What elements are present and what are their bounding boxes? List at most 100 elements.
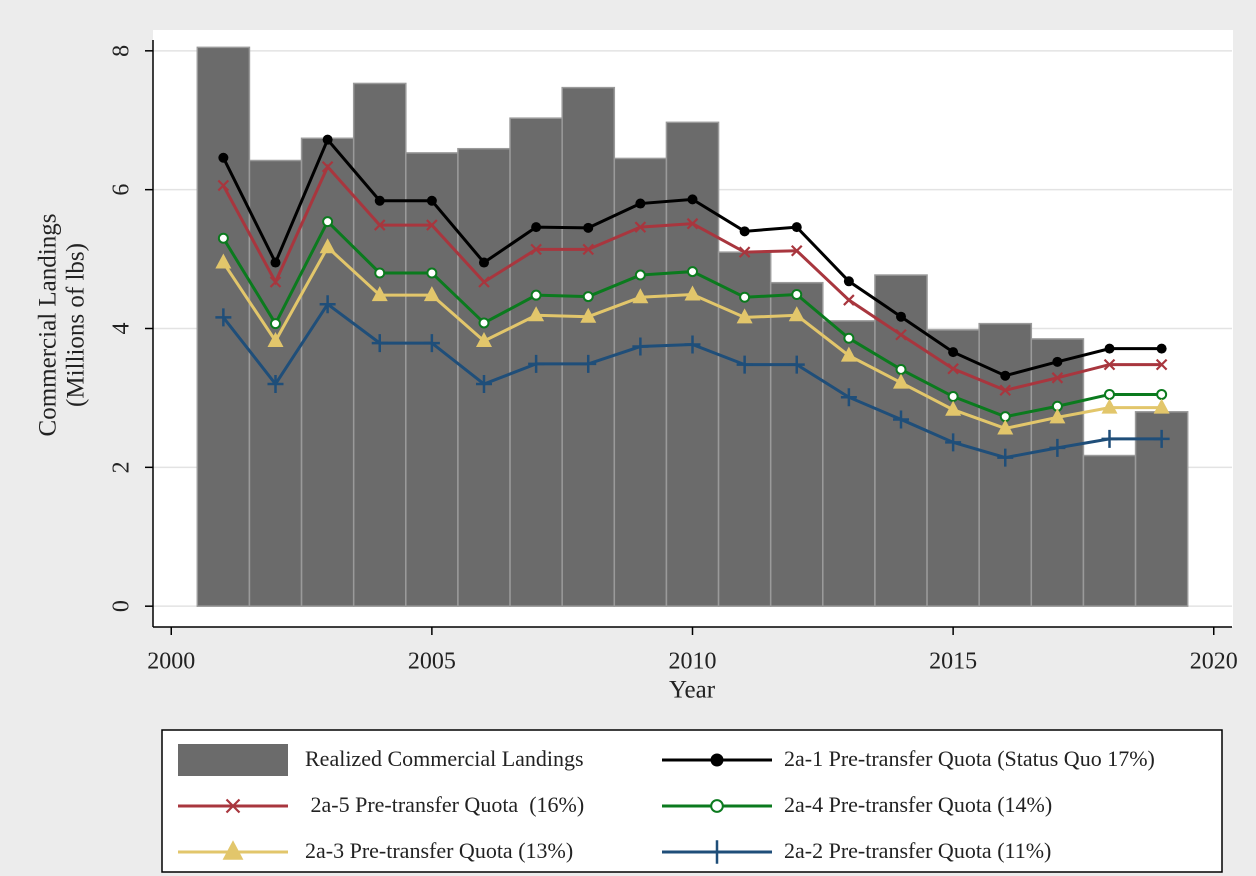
marker-x: [530, 243, 542, 256]
legend-item: 2a-3 Pre-transfer Quota (13%): [178, 838, 573, 863]
marker: [738, 246, 751, 258]
marker-dot: [218, 152, 229, 163]
marker: [997, 448, 1014, 467]
marker: [948, 347, 959, 358]
marker-triangle: [475, 331, 492, 347]
x-tick-label: 2015: [929, 649, 977, 675]
marker: [686, 217, 699, 230]
marker: [945, 400, 962, 416]
x-tick-label: 2020: [1190, 649, 1238, 675]
marker: [739, 291, 751, 303]
marker: [843, 294, 855, 306]
marker-triangle: [423, 286, 440, 302]
marker-plus: [423, 334, 440, 353]
marker: [478, 257, 489, 268]
marker-plus: [632, 337, 649, 356]
bar: [874, 274, 928, 607]
marker: [788, 306, 805, 322]
marker-plus: [684, 335, 701, 354]
marker: [1052, 356, 1063, 367]
legend-swatch: [178, 744, 288, 776]
legend-label: 2a-4 Pre-transfer Quota (14%): [784, 792, 1052, 817]
marker: [580, 354, 597, 373]
marker-plus: [371, 334, 388, 353]
marker-plus: [528, 354, 545, 373]
marker-x: [269, 276, 282, 288]
marker: [895, 328, 907, 341]
marker: [582, 243, 595, 256]
marker: [267, 375, 284, 394]
marker-dot: [1156, 343, 1167, 354]
marker: [635, 198, 646, 209]
y-axis-title: (Millions of lbs): [63, 243, 90, 407]
marker: [215, 308, 232, 327]
marker-ring: [582, 291, 594, 303]
marker: [947, 391, 959, 403]
marker: [739, 226, 750, 237]
marker-ring: [1104, 388, 1116, 400]
marker: [478, 276, 490, 288]
marker: [530, 289, 542, 301]
marker: [684, 335, 701, 354]
marker-plus: [1153, 429, 1170, 448]
x-tick-label: 2000: [147, 649, 195, 675]
marker-triangle: [1153, 398, 1170, 414]
marker-dot: [583, 222, 594, 233]
marker-ring: [895, 363, 907, 375]
marker-dot: [843, 276, 854, 287]
marker-x: [582, 243, 595, 256]
marker-triangle: [1049, 408, 1066, 424]
marker: [999, 384, 1012, 397]
marker-ring: [843, 332, 855, 344]
marker-x: [1051, 372, 1064, 384]
y-tick-label: 8: [109, 45, 135, 57]
marker-dot: [710, 753, 724, 767]
marker-triangle: [580, 307, 597, 323]
marker-plus: [580, 354, 597, 373]
marker: [321, 160, 334, 173]
marker: [1049, 408, 1066, 424]
marker-plus: [893, 410, 910, 429]
x-tick-label: 2005: [408, 649, 456, 675]
legend-label: 2a-3 Pre-transfer Quota (13%): [305, 838, 573, 863]
marker: [371, 286, 388, 302]
marker: [840, 388, 857, 407]
marker: [634, 221, 647, 233]
bar: [769, 281, 824, 607]
marker-triangle: [1101, 398, 1118, 414]
marker: [530, 243, 542, 256]
marker: [893, 373, 910, 389]
marker-plus: [997, 448, 1014, 467]
marker-x: [1103, 358, 1116, 371]
marker-triangle: [684, 285, 701, 301]
bar: [561, 86, 616, 607]
marker: [736, 355, 753, 374]
marker-ring: [374, 267, 386, 279]
marker: [843, 332, 855, 344]
marker-plus: [788, 355, 805, 374]
marker-ring: [791, 288, 803, 300]
marker-x: [426, 219, 438, 231]
marker-x: [947, 362, 959, 375]
marker: [710, 799, 724, 813]
marker: [1101, 429, 1118, 448]
marker: [319, 238, 336, 254]
marker: [634, 269, 646, 281]
marker-dot: [478, 257, 489, 268]
marker-ring: [478, 317, 490, 329]
marker: [947, 362, 959, 375]
marker-plus: [840, 388, 857, 407]
marker: [1051, 372, 1064, 384]
marker: [687, 266, 698, 278]
marker-dot: [322, 134, 333, 145]
marker-x: [686, 217, 699, 230]
legend-label: 2a-2 Pre-transfer Quota (11%): [784, 838, 1051, 863]
marker: [269, 318, 281, 330]
marker: [217, 232, 229, 244]
marker: [997, 419, 1014, 435]
marker-plus: [319, 295, 336, 314]
marker-dot: [1000, 370, 1011, 381]
marker-plus: [267, 375, 284, 394]
marker-ring: [1156, 388, 1168, 400]
